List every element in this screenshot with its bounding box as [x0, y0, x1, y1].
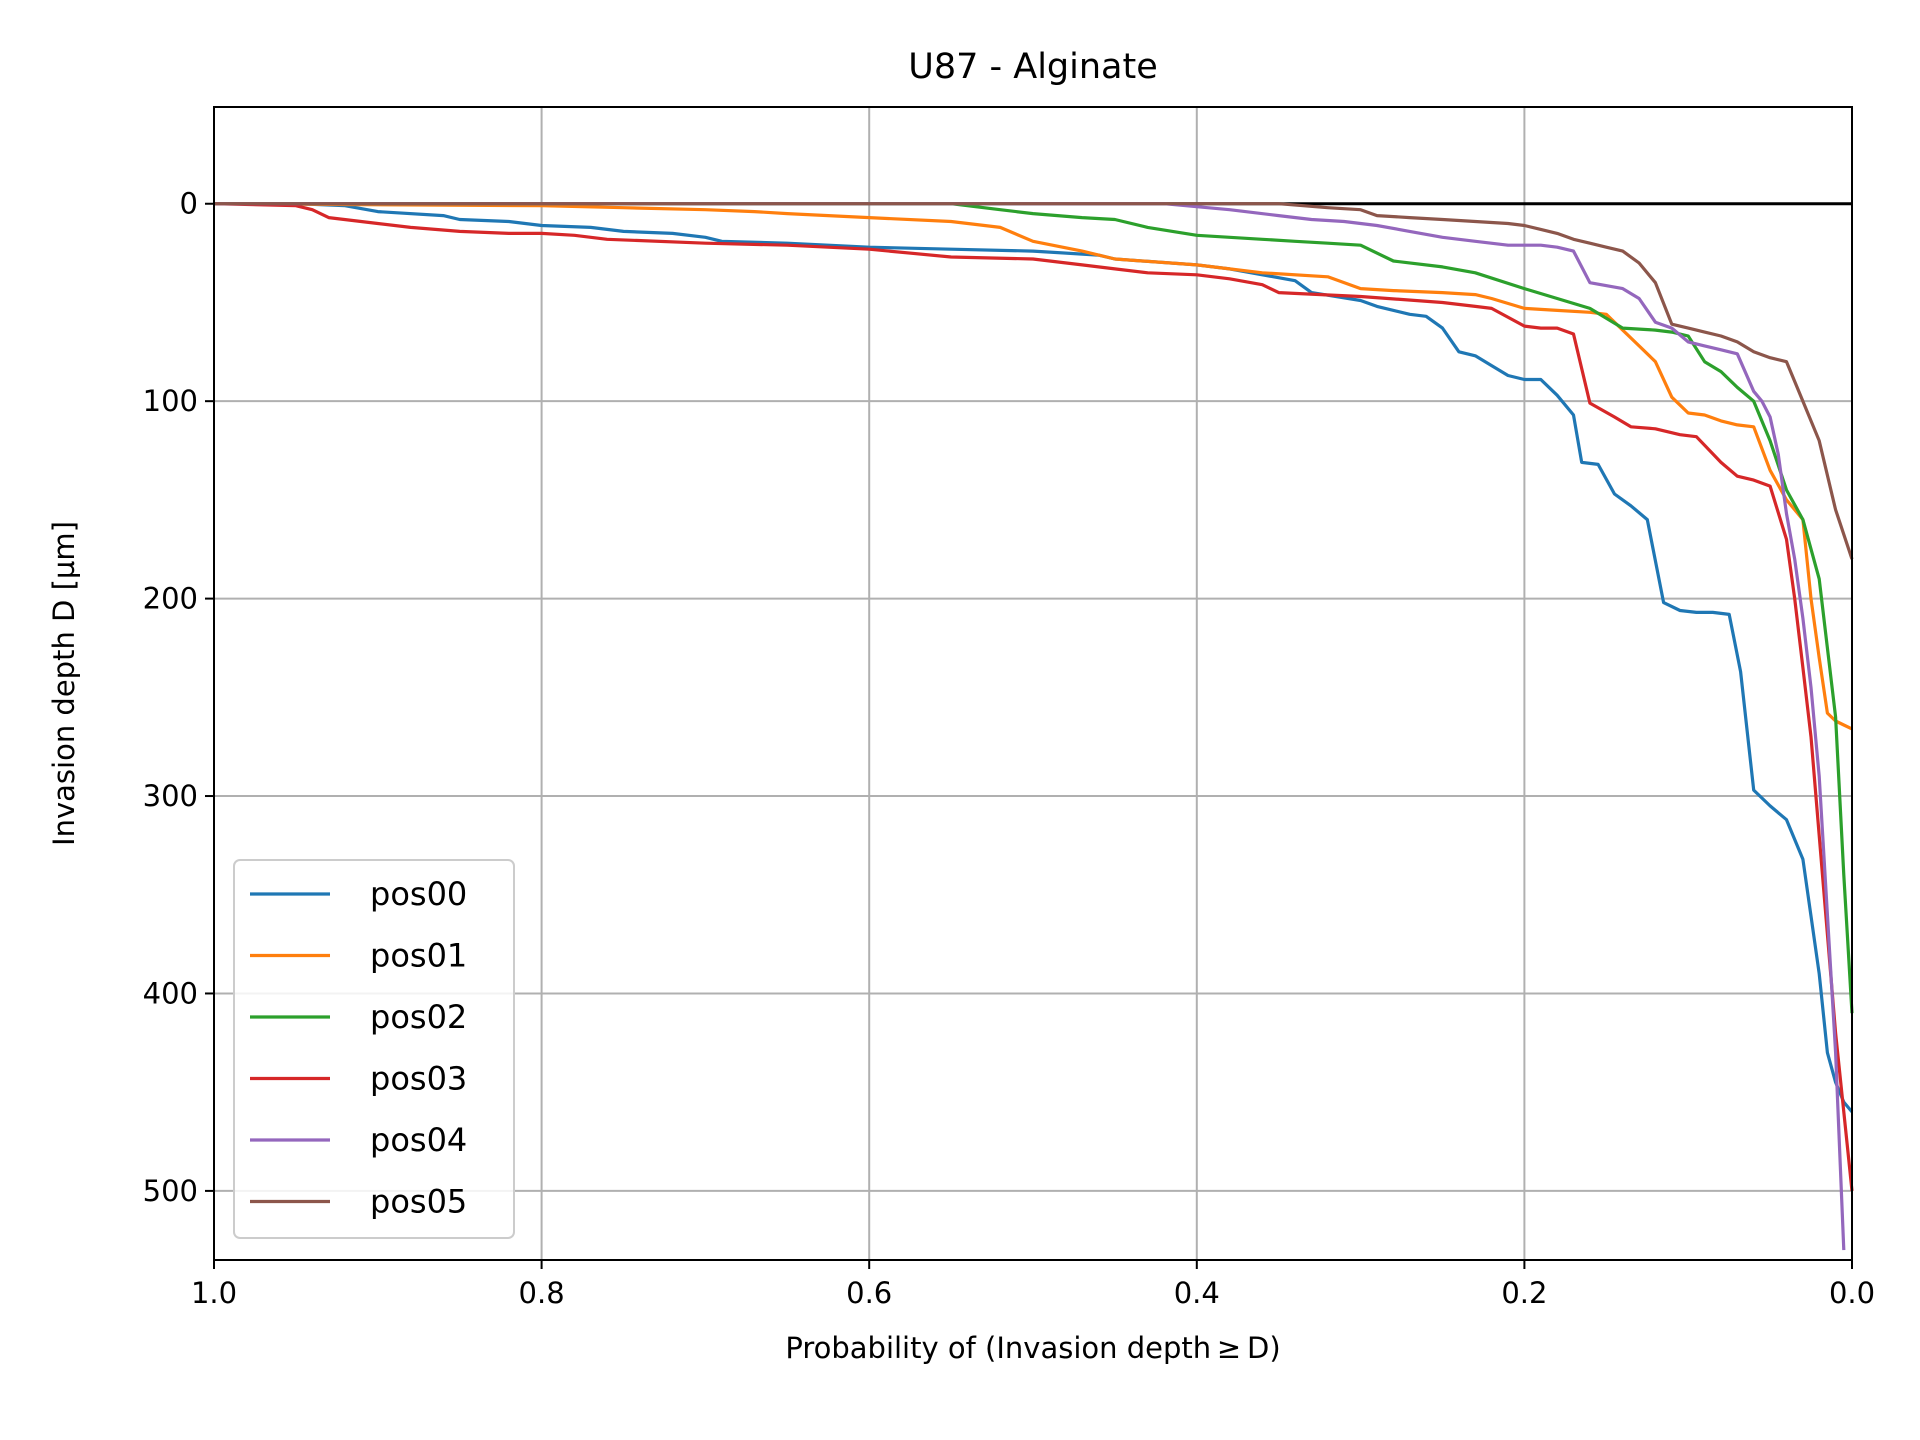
series-line-pos04 [214, 202, 1846, 1251]
chart-title: U87 - Alginate [908, 47, 1158, 87]
x-tick-label: 0.4 [1174, 1276, 1220, 1310]
legend-label-pos00: pos00 [370, 875, 467, 913]
x-tick-label: 0.8 [519, 1276, 565, 1310]
y-tick-label: 300 [143, 779, 198, 813]
legend-label-pos03: pos03 [370, 1060, 467, 1098]
series-line-pos00 [214, 202, 1854, 1113]
legend-box [233, 859, 515, 1239]
y-tick-label: 100 [143, 384, 198, 418]
series-line-pos01 [213, 202, 1853, 731]
series-lines [213, 202, 1854, 1251]
y-axis-label: Invasion depth D [µm] [47, 521, 81, 846]
series-line-pos03 [213, 202, 1854, 1192]
x-tick-label: 1.0 [191, 1276, 237, 1310]
legend-label-pos04: pos04 [370, 1121, 467, 1159]
legend-label-pos05: pos05 [370, 1183, 467, 1221]
x-axis-label: Probability of (Invasion depth ≥ D) [785, 1331, 1280, 1365]
legend-label-pos01: pos01 [370, 937, 467, 975]
y-tick-label: 500 [143, 1174, 198, 1208]
plot-frame [213, 106, 1853, 1261]
x-tick-label: 0.0 [1829, 1276, 1875, 1310]
grid-lines [213, 107, 1853, 1260]
x-tick-label: 0.2 [1501, 1276, 1547, 1310]
series-line-pos05 [214, 202, 1854, 560]
y-tick-label: 200 [143, 582, 198, 616]
y-tick-label: 0 [180, 187, 198, 221]
legend: pos00 pos01 pos02 pos03 pos04 pos05 [233, 859, 515, 1239]
y-tick-label: 400 [143, 976, 198, 1010]
x-tick-label: 0.6 [846, 1276, 892, 1310]
legend-label-pos02: pos02 [370, 998, 467, 1036]
axis-ticks: 1.0 0.8 0.6 0.4 0.2 0.0 0 100 200 300 400 500 [143, 187, 1875, 1310]
